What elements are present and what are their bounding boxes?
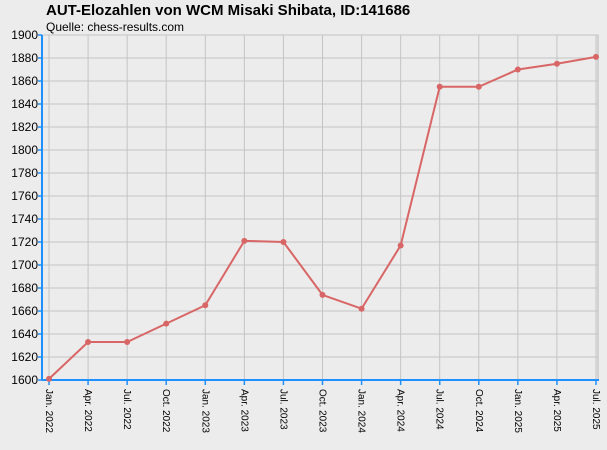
y-tick-label: 1800 xyxy=(11,143,38,157)
x-tick-label: Jan. 2025 xyxy=(512,389,523,433)
data-point xyxy=(593,53,599,60)
y-tick-label: 1820 xyxy=(11,120,38,134)
data-point xyxy=(514,66,521,73)
x-tick-label: Jan. 2024 xyxy=(356,389,367,433)
grid-lines xyxy=(42,34,598,381)
x-tick-label: Oct. 2023 xyxy=(317,389,328,433)
series-layer xyxy=(46,53,599,382)
x-tick-label: Jul. 2022 xyxy=(121,389,132,430)
y-tick-label: 1880 xyxy=(11,51,38,65)
y-tick-label: 1900 xyxy=(11,28,38,42)
x-tick-label: Apr. 2022 xyxy=(82,389,93,432)
y-tick-label: 1700 xyxy=(11,258,38,272)
x-tick-label: Apr. 2025 xyxy=(551,389,562,432)
y-tick-label: 1720 xyxy=(11,235,38,249)
x-tick-label: Apr. 2024 xyxy=(395,389,406,432)
y-tick-label: 1760 xyxy=(11,189,38,203)
y-tick-label: 1660 xyxy=(11,304,38,318)
data-point xyxy=(124,339,131,346)
data-point xyxy=(553,60,560,67)
axes xyxy=(41,35,599,381)
data-point xyxy=(163,320,170,327)
plot-background xyxy=(41,34,599,381)
data-point xyxy=(475,83,482,90)
x-tick-label: Oct. 2022 xyxy=(160,389,171,433)
x-tick-label: Jan. 2023 xyxy=(199,389,210,433)
data-point xyxy=(358,305,365,312)
x-tick-label: Jul. 2025 xyxy=(590,389,601,430)
y-axis-ticks: 1600 1620 1640 1660 1680 1700 1720 1740 1760 1780… xyxy=(11,28,42,387)
data-point xyxy=(241,237,248,244)
chart-title: AUT-Elozahlen von WCM Misaki Shibata, ID… xyxy=(46,2,411,19)
data-point xyxy=(397,242,404,249)
x-tick-label: Jul. 2023 xyxy=(277,389,288,430)
x-tick-label: Oct. 2024 xyxy=(473,389,484,433)
y-tick-label: 1620 xyxy=(11,350,38,364)
y-tick-label: 1680 xyxy=(11,281,38,295)
y-tick-label: 1860 xyxy=(11,74,38,88)
data-point xyxy=(436,83,443,90)
y-tick-label: 1640 xyxy=(11,327,38,341)
data-point xyxy=(46,375,52,382)
y-tick-label: 1600 xyxy=(11,373,38,387)
data-point xyxy=(202,302,209,309)
x-axis-ticks: Jan. 2022 Apr. 2022 Jul. 2022 Oct. 2022 Jan.… xyxy=(43,380,601,433)
y-tick-label: 1780 xyxy=(11,166,38,180)
y-tick-label: 1840 xyxy=(11,97,38,111)
data-point xyxy=(85,339,92,346)
data-point xyxy=(319,291,326,298)
plot-area xyxy=(41,34,599,381)
y-tick-label: 1740 xyxy=(11,212,38,226)
data-point xyxy=(280,239,287,245)
x-tick-label: Jul. 2024 xyxy=(434,389,445,430)
x-tick-label: Apr. 2023 xyxy=(238,389,249,432)
chart-subtitle: Quelle: chess-results.com xyxy=(46,20,185,34)
x-tick-label: Jan. 2022 xyxy=(43,389,54,433)
